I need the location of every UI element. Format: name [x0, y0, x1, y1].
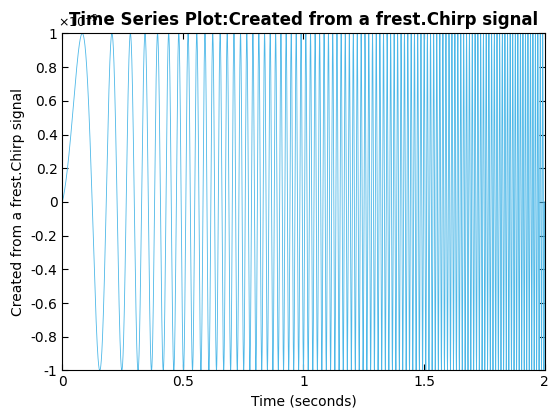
Text: $\times10^{-3}$: $\times10^{-3}$	[58, 13, 99, 30]
Title: Time Series Plot:Created from a frest.Chirp signal: Time Series Plot:Created from a frest.Ch…	[69, 11, 538, 29]
X-axis label: Time (seconds): Time (seconds)	[250, 395, 356, 409]
Y-axis label: Created from a frest.Chirp signal: Created from a frest.Chirp signal	[11, 88, 25, 316]
